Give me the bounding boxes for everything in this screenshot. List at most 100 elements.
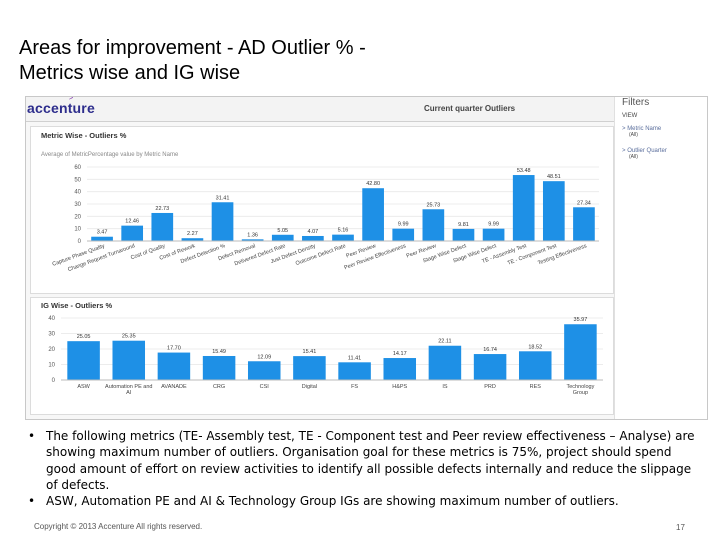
x-tick-label-line: Group — [573, 390, 588, 396]
x-tick-label: CRG — [213, 384, 225, 390]
bar — [482, 228, 505, 241]
bar — [67, 341, 100, 380]
bar — [271, 234, 294, 241]
filter-value: (All) — [629, 154, 638, 160]
filter-outlier-quarter[interactable]: > Outlier Quarter (All) — [622, 148, 667, 160]
filter-label: Outlier Quarter — [627, 148, 667, 154]
data-label: 22.11 — [438, 339, 451, 345]
data-label: 9.99 — [398, 222, 409, 228]
y-tick-label: 20 — [48, 347, 55, 353]
data-label: 25.05 — [77, 334, 91, 340]
bar — [564, 324, 597, 380]
x-tick-label: H&PS — [392, 384, 407, 390]
data-label: 9.81 — [458, 222, 469, 228]
x-tick-label-line: Technology — [567, 384, 595, 390]
bar — [518, 351, 552, 380]
data-label: 27.34 — [577, 200, 591, 206]
y-tick-label: 60 — [74, 165, 81, 171]
y-tick-label: 40 — [48, 316, 55, 322]
slide-title-line-2: Metrics wise and IG wise — [19, 62, 241, 84]
bar — [422, 209, 445, 241]
filter-metric-name[interactable]: > Metric Name (All) — [622, 126, 661, 138]
data-label: 31.41 — [216, 195, 230, 201]
y-tick-label: 30 — [48, 332, 55, 338]
bar — [383, 358, 417, 380]
x-tick-label: FS — [351, 384, 358, 390]
data-label: 16.74 — [483, 347, 497, 353]
bar — [247, 361, 281, 380]
bullet-text: ASW, Automation PE and AI & Technology G… — [46, 494, 619, 509]
y-tick-label: 10 — [74, 227, 81, 233]
data-label: 3.47 — [97, 230, 108, 236]
data-label: 5.16 — [338, 228, 349, 234]
data-label: 25.35 — [122, 334, 136, 340]
bar — [293, 356, 326, 380]
x-tick-label: CSI — [260, 384, 270, 390]
page-number: 17 — [676, 523, 685, 532]
bullet-item: • ASW, Automation PE and AI & Technology … — [28, 493, 698, 509]
data-label: 9.99 — [488, 222, 499, 228]
data-label: 11.41 — [348, 355, 361, 361]
bar — [241, 239, 264, 241]
data-label: 1.36 — [247, 232, 258, 238]
bar — [512, 175, 535, 241]
bar — [151, 212, 174, 241]
data-label: 22.73 — [155, 206, 169, 212]
copyright-footer: Copyright © 2013 Accenture All rights re… — [34, 522, 203, 531]
data-label: 15.49 — [212, 349, 226, 355]
bar — [91, 236, 113, 241]
y-tick-label: 10 — [48, 363, 55, 369]
bar — [428, 345, 462, 380]
slide-title: Areas for improvement - AD Outlier % - M… — [19, 36, 579, 86]
accenture-logo: accenture — [27, 100, 95, 116]
x-tick-label-line: AI — [126, 390, 132, 396]
metric-panel-subtitle: Average of MetricPercentage value by Met… — [41, 152, 179, 158]
x-tick-label: IS — [442, 384, 448, 390]
logo-arrow-icon: > — [69, 96, 74, 102]
data-label: 53.48 — [517, 168, 531, 174]
data-label: 14.17 — [393, 351, 407, 357]
bar — [302, 235, 324, 241]
bullet-dot: • — [28, 429, 36, 443]
x-tick-label: Digital — [302, 384, 317, 390]
metric-wise-panel: Metric Wise - Outliers % Average of Metr… — [30, 126, 614, 294]
data-label: 25.73 — [426, 202, 440, 208]
y-tick-label: 40 — [74, 190, 81, 196]
data-label: 18.52 — [528, 344, 542, 350]
data-label: 12.09 — [257, 354, 271, 360]
filters-title: Filters — [622, 97, 650, 108]
filter-value: (All) — [629, 132, 638, 138]
data-label: 4.07 — [308, 229, 319, 235]
bar — [392, 228, 415, 241]
metric-panel-title: Metric Wise - Outliers % — [41, 131, 127, 140]
data-label: 17.70 — [167, 346, 181, 352]
bar — [112, 340, 146, 380]
filters-view-label: VIEW — [622, 113, 638, 119]
x-tick-label: Automation PE and AI — [105, 384, 152, 396]
y-tick-label: 50 — [74, 177, 81, 183]
y-tick-label: 0 — [52, 378, 56, 384]
data-label: 48.51 — [547, 174, 561, 180]
x-tick-label: RES — [530, 384, 542, 390]
filter-label: Metric Name — [627, 126, 662, 132]
slide-title-line-1: Areas for improvement - AD Outlier % - — [19, 37, 366, 59]
x-tick-label: Technology Group — [567, 384, 595, 396]
data-label: 5.05 — [277, 228, 288, 234]
data-label: 42.80 — [366, 181, 380, 187]
bar — [121, 225, 144, 241]
data-label: 12.46 — [125, 219, 139, 225]
bullet-text: The following metrics (TE- Assembly test… — [46, 429, 695, 492]
bar — [157, 352, 191, 380]
data-label: 2.27 — [187, 231, 198, 237]
bullet-item: • The following metrics (TE- Assembly tes… — [28, 428, 698, 493]
bullet-list: • The following metrics (TE- Assembly tes… — [28, 428, 698, 509]
chevron-right-icon: > — [622, 126, 626, 132]
filters-pane: Filters VIEW > Metric Name (All) > Outli… — [614, 97, 707, 419]
y-tick-label: 30 — [74, 202, 81, 208]
bar — [452, 228, 475, 241]
bar — [332, 234, 354, 241]
chevron-right-icon: > — [622, 148, 626, 154]
bar — [473, 354, 507, 380]
